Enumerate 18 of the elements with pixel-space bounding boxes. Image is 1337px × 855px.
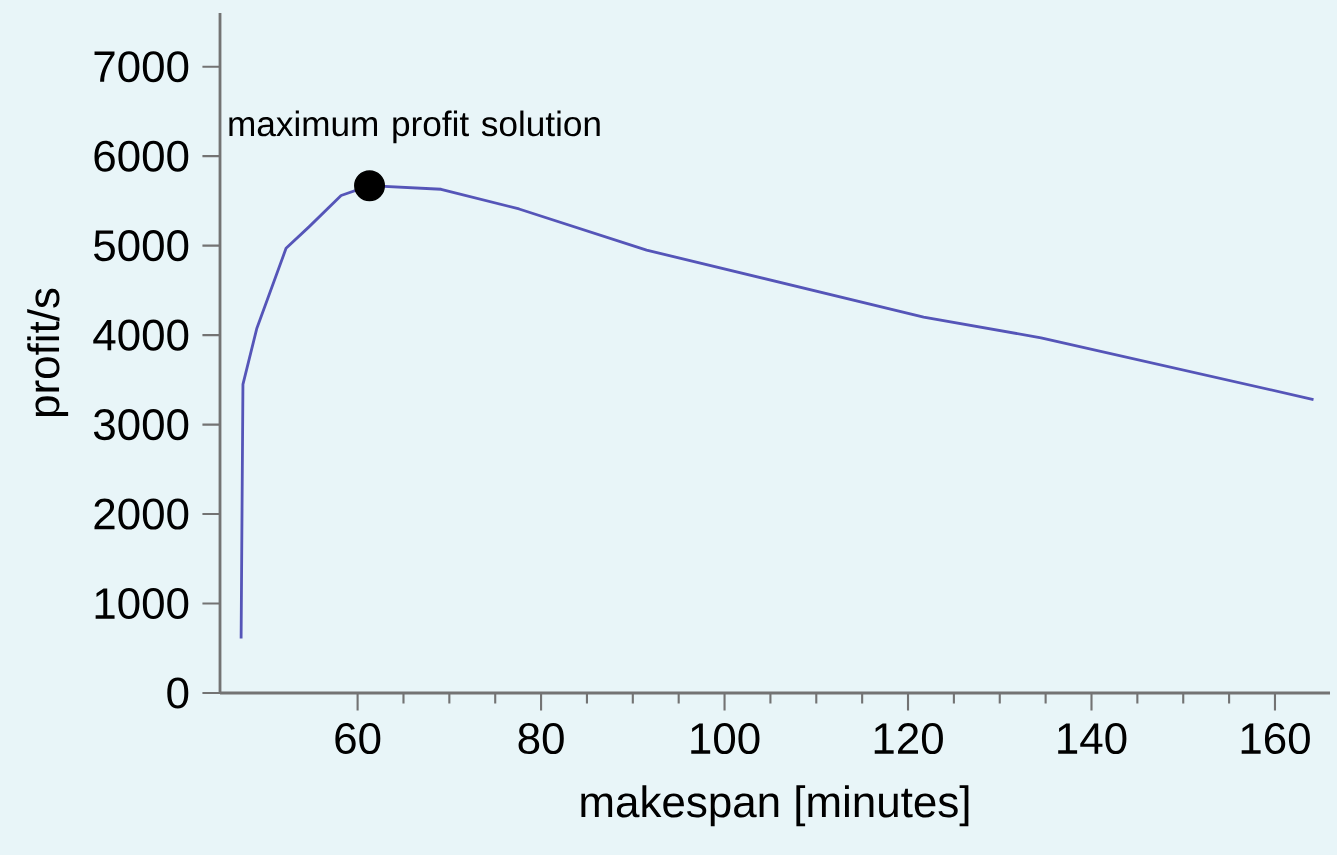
y-tick-label: 2000 [94,498,189,530]
x-axis-title: makespan [minutes] [581,785,969,827]
x-tick-label: 140 [1058,723,1127,755]
x-tick-label: 100 [691,723,760,755]
y-tick-label: 7000 [94,51,189,83]
x-tick-label: 60 [335,723,381,755]
x-tick-label: 160 [1241,723,1310,755]
x-tick-label: 120 [874,723,943,755]
y-tick-label: 3000 [93,409,189,441]
y-axis-title: profit/s [27,288,69,417]
y-tick-label: 6000 [94,140,189,172]
annotation: maximum profit solution [229,110,600,144]
y-tick-label: 5000 [94,230,189,262]
y-tick-label: 0 [167,677,189,709]
y-tick-label: 4000 [93,319,189,351]
x-tick-label: 80 [518,723,564,755]
y-tick-label: 1000 [95,588,189,620]
line-series [239,184,1315,640]
